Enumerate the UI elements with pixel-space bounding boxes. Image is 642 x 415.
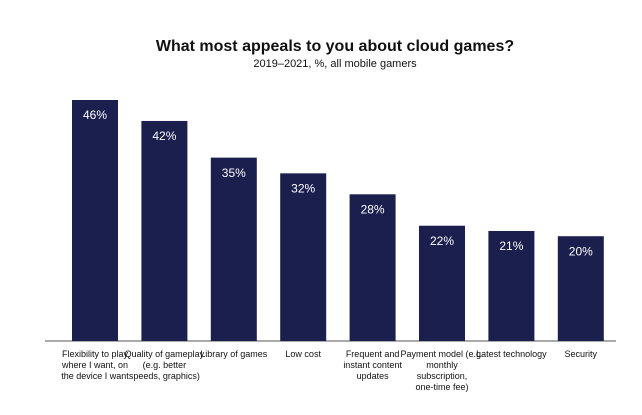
bar [419, 225, 465, 341]
bar [141, 120, 188, 342]
value-label: 46% [83, 108, 107, 122]
x-tick-label: Payment model (e.g. monthly subscription, o… [400, 349, 483, 392]
x-tick-label: Quality of gameplay (e.g. better speeds, g… [125, 349, 205, 381]
bar [210, 157, 257, 341]
chart-title: What most appeals to you about cloud gam… [156, 38, 514, 55]
bar [280, 173, 327, 341]
x-tick-label: Library of games [200, 349, 268, 359]
bar [557, 236, 604, 341]
bar [488, 230, 535, 341]
value-label: 35% [222, 166, 246, 180]
x-tick-label: Security [565, 349, 598, 359]
x-tick-label: Frequent and instant content updates [343, 349, 402, 381]
x-tick-label: Low cost [285, 349, 321, 359]
value-label: 21% [499, 239, 523, 253]
chart-subtitle: 2019–2021, %, all mobile gamers [253, 58, 417, 70]
x-tick-label: Flexibility to play where I want, on the d… [61, 349, 129, 381]
bar [72, 100, 118, 341]
value-label: 32% [291, 182, 315, 196]
bar [349, 194, 396, 341]
x-tick-label: Latest technology [476, 349, 547, 359]
value-label: 42% [152, 129, 176, 143]
value-label: 20% [569, 244, 593, 258]
value-label: 28% [361, 202, 385, 216]
value-label: 22% [430, 234, 454, 248]
